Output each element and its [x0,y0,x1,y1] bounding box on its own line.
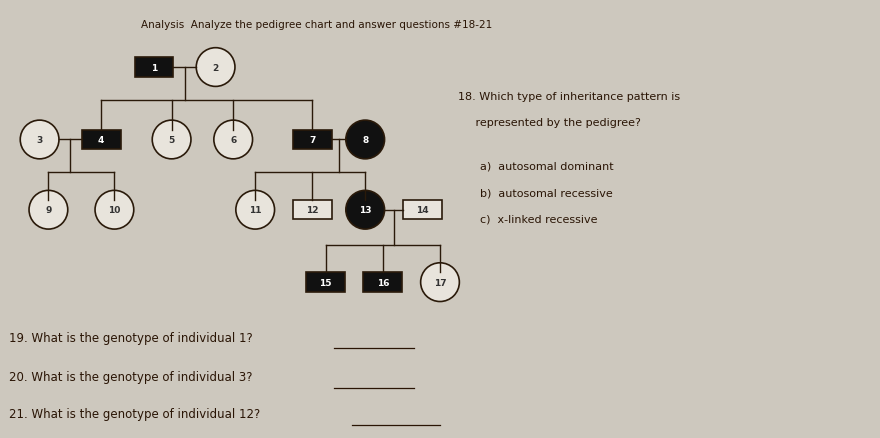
Text: 13: 13 [359,206,371,215]
Text: 8: 8 [362,136,369,145]
FancyBboxPatch shape [82,131,121,150]
FancyBboxPatch shape [363,273,402,292]
Ellipse shape [152,121,191,159]
Text: a)  autosomal dominant: a) autosomal dominant [480,162,613,171]
Text: represented by the pedigree?: represented by the pedigree? [458,118,641,127]
Text: Analysis  Analyze the pedigree chart and answer questions #18-21: Analysis Analyze the pedigree chart and … [141,20,492,30]
FancyBboxPatch shape [306,273,345,292]
Text: 3: 3 [36,136,43,145]
Text: 7: 7 [309,136,316,145]
Text: 11: 11 [249,206,261,215]
Text: 19. What is the genotype of individual 1?: 19. What is the genotype of individual 1… [9,331,253,344]
FancyBboxPatch shape [135,58,173,78]
Text: 2: 2 [212,64,219,72]
Text: 6: 6 [230,136,237,145]
Text: c)  x-linked recessive: c) x-linked recessive [480,214,598,224]
Ellipse shape [346,121,385,159]
Text: 20. What is the genotype of individual 3?: 20. What is the genotype of individual 3… [9,370,253,383]
Ellipse shape [196,49,235,87]
Ellipse shape [29,191,68,230]
FancyBboxPatch shape [403,201,442,220]
Text: 1: 1 [150,64,158,72]
Text: 14: 14 [416,206,429,215]
Ellipse shape [95,191,134,230]
Text: b)  autosomal recessive: b) autosomal recessive [480,188,612,198]
FancyBboxPatch shape [293,131,332,150]
Text: 10: 10 [108,206,121,215]
Ellipse shape [421,263,459,302]
Ellipse shape [346,191,385,230]
Text: 18. Which type of inheritance pattern is: 18. Which type of inheritance pattern is [458,92,679,101]
Ellipse shape [20,121,59,159]
Text: 21. What is the genotype of individual 12?: 21. What is the genotype of individual 1… [9,407,260,420]
Text: 9: 9 [45,206,52,215]
Ellipse shape [236,191,275,230]
Text: 5: 5 [168,136,175,145]
Text: 4: 4 [98,136,105,145]
FancyBboxPatch shape [293,201,332,220]
Text: 16: 16 [377,278,389,287]
Text: 12: 12 [306,206,319,215]
Text: 15: 15 [319,278,332,287]
Text: 17: 17 [434,278,446,287]
Ellipse shape [214,121,253,159]
